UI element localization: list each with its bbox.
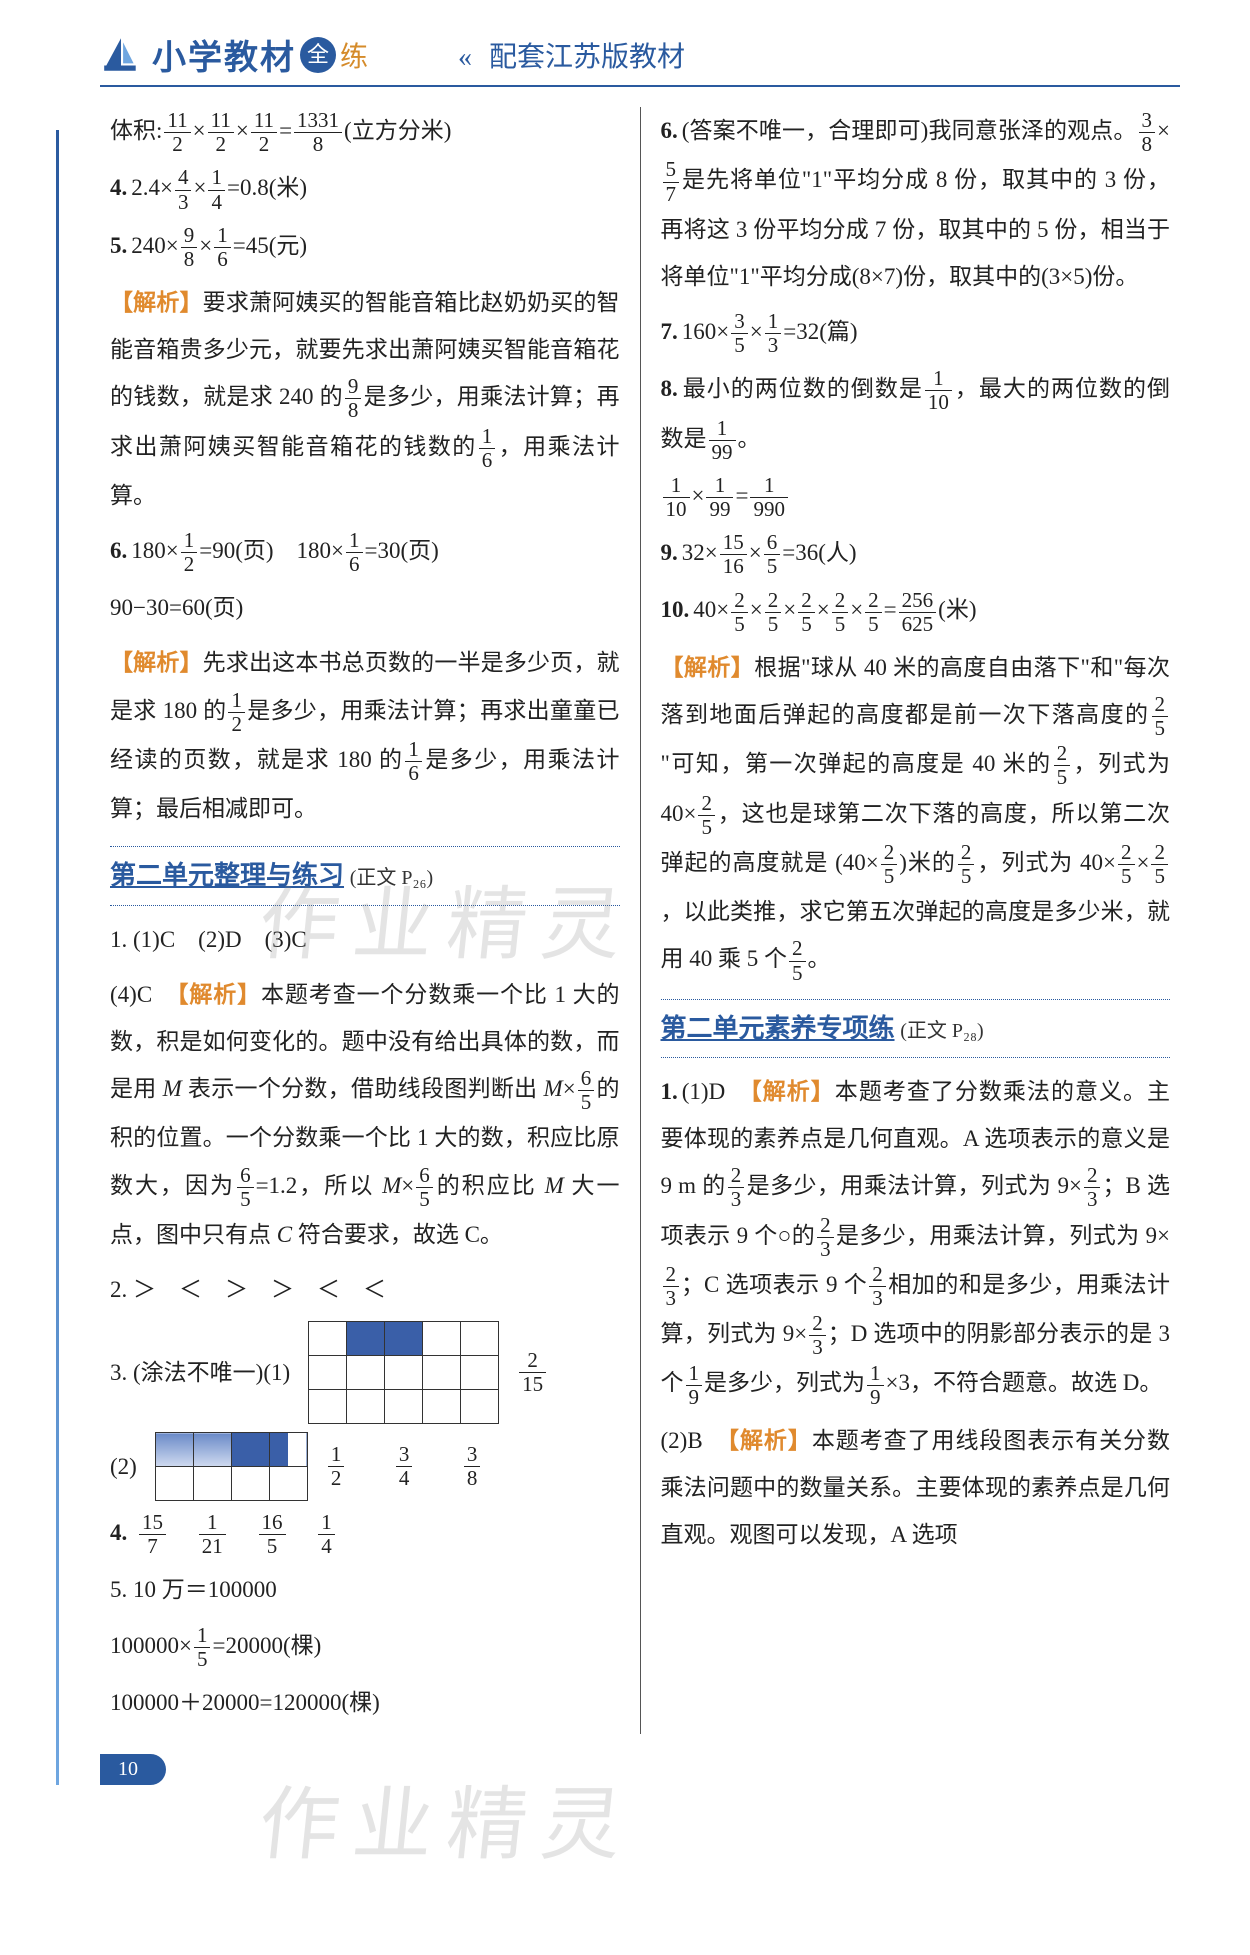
s1-q1a: 1. (1)C (2)D (3)C <box>110 916 620 963</box>
r-item-9: 9.32×1516×65=36(人) <box>661 529 1171 578</box>
analysis-label: 【解析】 <box>728 1428 812 1453</box>
s2-q1: 1.(1)D 【解析】本题考查了分数乘法的意义。主要体现的素养点是几何直观。A … <box>661 1068 1171 1409</box>
section-1-title: 第二单元整理与练习 <box>110 860 344 890</box>
s1-q1b: (4)C 【解析】本题考查一个分数乘一个比 1 大的数，积是如何变化的。题中没有… <box>110 971 620 1258</box>
page-number-badge: 10 <box>100 1754 166 1785</box>
side-accent-bar <box>56 130 59 1785</box>
s1-q3-1: 3. (涂法不唯一)(1) 215 <box>110 1321 620 1424</box>
analysis-label: 【解析】 <box>177 982 261 1007</box>
page-header: 小学教材 全 练 « 配套江苏版教材 <box>100 30 1180 87</box>
r-item-8b: 110×199=1990 <box>661 472 1171 521</box>
header-subtitle: « 配套江苏版教材 <box>458 35 685 75</box>
q3-1-val: 215 <box>519 1349 546 1396</box>
s1-q5b: 100000×15=20000(棵) <box>110 1622 620 1671</box>
r-item-7: 7.160×35×13=32(篇) <box>661 308 1171 357</box>
angle-icon: « <box>458 42 472 73</box>
header-title-main: 小学教材 <box>152 30 296 79</box>
s1-q3-2: (2) 12 34 38 <box>110 1432 620 1501</box>
section-2-ref: (正文 P₂₈) <box>900 1020 983 1042</box>
analysis-label: 【解析】 <box>110 650 203 675</box>
header-title-badge: 全 <box>300 37 336 73</box>
s1-q4: 4. 157 121 165 14 <box>110 1509 620 1558</box>
q3-prefix: 3. (涂法不唯一)(1) <box>110 1349 290 1396</box>
analysis-label: 【解析】 <box>661 655 755 680</box>
section-1-header: 第二单元整理与练习 (正文 P₂₆) <box>110 846 620 905</box>
column-divider <box>640 107 641 1734</box>
item-5: 5.240×98×16=45(元) <box>110 222 620 271</box>
content-columns: 体积:112×112×112=13318(立方分米) 4.2.4×43×14=0… <box>100 107 1180 1734</box>
item-4: 4.2.4×43×14=0.8(米) <box>110 164 620 213</box>
section-2-header: 第二单元素养专项练 (正文 P₂₈) <box>661 999 1171 1058</box>
r-analysis-10: 【解析】根据"球从 40 米的高度自由落下"和"每次落到地面后弹起的高度都是前一… <box>661 644 1171 985</box>
analysis-label: 【解析】 <box>110 290 203 315</box>
item-6a: 6.180×12=90(页) 180×16=30(页) <box>110 527 620 576</box>
right-column: 6.(答案不唯一，合理即可)我同意张泽的观点。38×57是先将单位"1"平均分成… <box>651 107 1181 1734</box>
s1-q5a: 5. 10 万＝100000 <box>110 1566 620 1613</box>
left-column: 体积:112×112×112=13318(立方分米) 4.2.4×43×14=0… <box>100 107 630 1734</box>
s1-q2: 2. ＞ ＜ ＞ ＞ ＜ ＜ <box>110 1266 620 1313</box>
page: 小学教材 全 练 « 配套江苏版教材 作业精灵 作业精灵 体积:112×112×… <box>0 0 1250 1825</box>
header-right-text: 配套江苏版教材 <box>489 42 685 73</box>
sailboat-icon <box>100 34 142 76</box>
s2-q2: (2)B 【解析】本题考查了用线段图表示有关分数乘法问题中的数量关系。主要体现的… <box>661 1417 1171 1558</box>
s1-q5c: 100000＋20000=120000(棵) <box>110 1679 620 1726</box>
r-item-10: 10.40×25×25×25×25×25=256625(米) <box>661 586 1171 635</box>
item-6b: 90−30=60(页) <box>110 584 620 631</box>
section-2-title: 第二单元素养专项练 <box>661 1013 895 1043</box>
analysis-label: 【解析】 <box>750 1079 835 1104</box>
grid-figure-2 <box>155 1432 308 1501</box>
grid-figure-1 <box>308 1321 499 1424</box>
section-1-ref: (正文 P₂₆) <box>350 867 433 889</box>
r-item-8: 8.最小的两位数的倒数是110，最大的两位数的倒数是199。 <box>661 365 1171 464</box>
r-item-6: 6.(答案不唯一，合理即可)我同意张泽的观点。38×57是先将单位"1"平均分成… <box>661 107 1171 300</box>
watermark: 作业精灵 <box>254 1760 642 1876</box>
q3-2-prefix: (2) <box>110 1443 137 1490</box>
analysis-6: 【解析】先求出这本书总页数的一半是多少页，就是求 180 的12是多少，用乘法计… <box>110 639 620 832</box>
header-title-sub: 练 <box>340 35 368 75</box>
item-3b: 体积:112×112×112=13318(立方分米) <box>110 107 620 156</box>
analysis-5: 【解析】要求萧阿姨买的智能音箱比赵奶奶买的智能音箱贵多少元，就要先求出萧阿姨买智… <box>110 279 620 519</box>
